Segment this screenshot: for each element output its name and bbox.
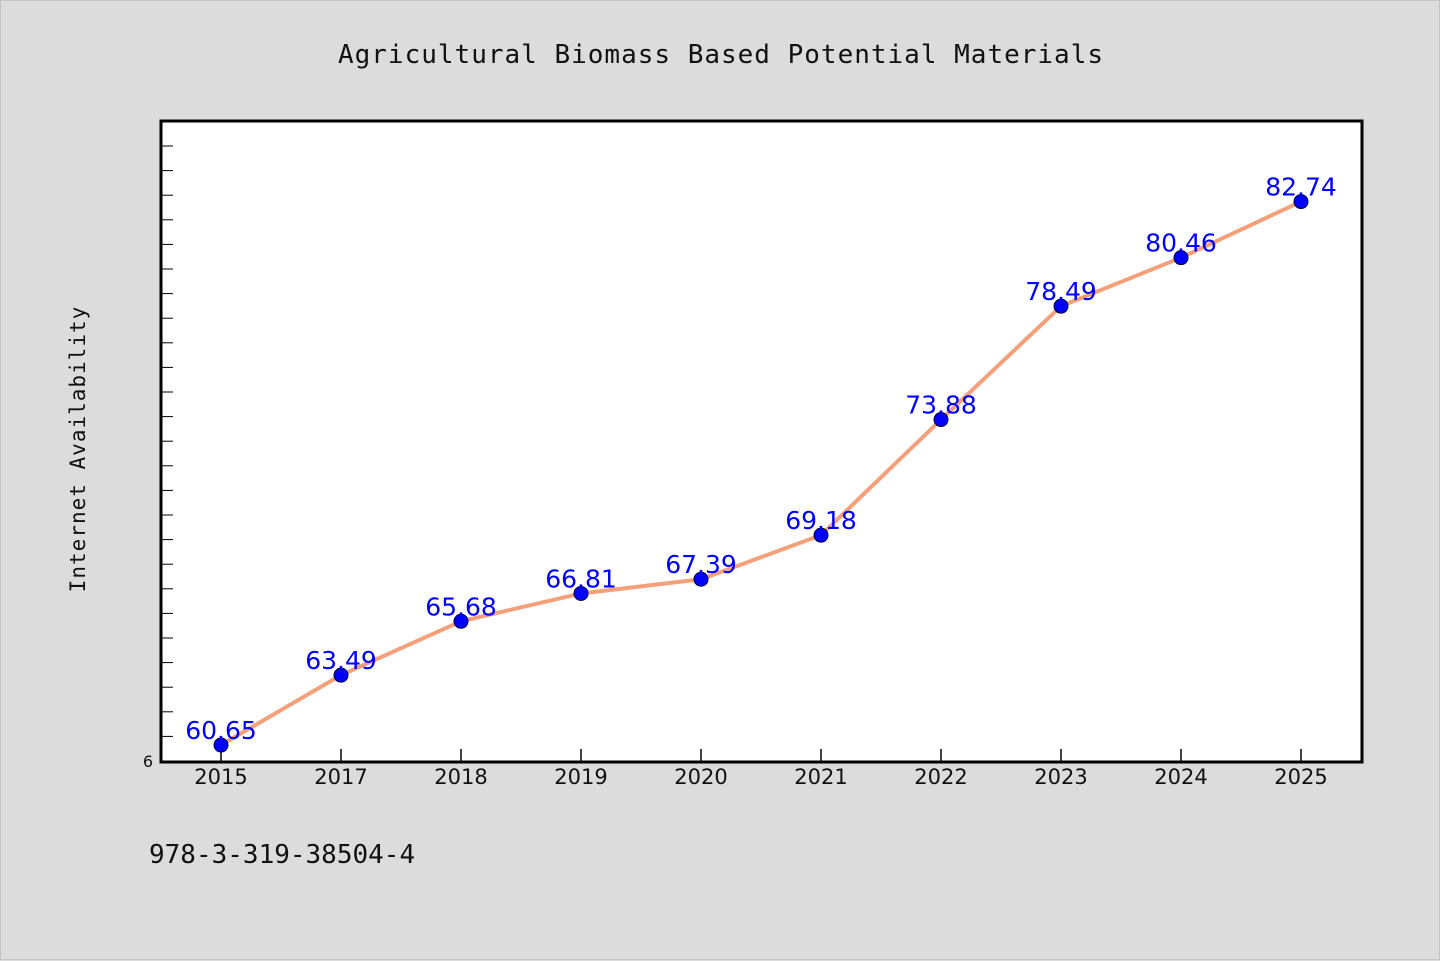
x-tick-label: 2021 [794, 765, 847, 789]
data-point [453, 613, 469, 629]
data-point [333, 667, 349, 683]
data-point [1053, 298, 1069, 314]
data-label: 80.46 [1145, 229, 1217, 258]
data-point [693, 571, 709, 587]
x-tick-label: 2023 [1034, 765, 1087, 789]
x-tick-label: 2022 [914, 765, 967, 789]
data-point [213, 737, 229, 753]
data-point [933, 412, 949, 428]
plot-area [159, 119, 1364, 764]
data-label: 82.74 [1265, 173, 1337, 202]
data-label: 67.39 [665, 550, 737, 579]
x-tick-label: 2015 [194, 765, 247, 789]
isbn-footer: 978-3-319-38504-4 [149, 840, 415, 870]
x-tick-label: 2017 [314, 765, 367, 789]
x-tick-label: 2025 [1274, 765, 1327, 789]
x-tick-label: 2024 [1154, 765, 1207, 789]
data-label: 63.49 [305, 646, 377, 675]
data-label: 60.65 [185, 716, 257, 745]
series-line [219, 199, 1302, 747]
data-label: 78.49 [1025, 277, 1097, 306]
data-label: 69.18 [785, 506, 857, 535]
chart-title: Agricultural Biomass Based Potential Mat… [338, 40, 1104, 70]
data-point [1293, 194, 1309, 210]
data-markers [213, 194, 1309, 753]
y-minor-ticks [161, 145, 173, 737]
data-point [1173, 250, 1189, 266]
data-point [813, 527, 829, 543]
y-axis-label: Internet Availability [66, 306, 90, 593]
x-tick-label: 2018 [434, 765, 487, 789]
x-tick-label: 2020 [674, 765, 727, 789]
data-label: 66.81 [545, 564, 617, 593]
y-tick-label: 6 [143, 752, 153, 771]
data-point [573, 585, 589, 601]
data-label: 73.88 [905, 391, 977, 420]
data-label: 65.68 [425, 592, 497, 621]
x-axis-tick-labels: 2015 2017 2018 2019 2020 2021 2022 2023 2024 2025 [194, 765, 1327, 789]
data-labels: 60.65 63.49 65.68 66.81 67.39 69.18 73.88 78.49… [185, 173, 1337, 745]
x-tick-label: 2019 [554, 765, 607, 789]
